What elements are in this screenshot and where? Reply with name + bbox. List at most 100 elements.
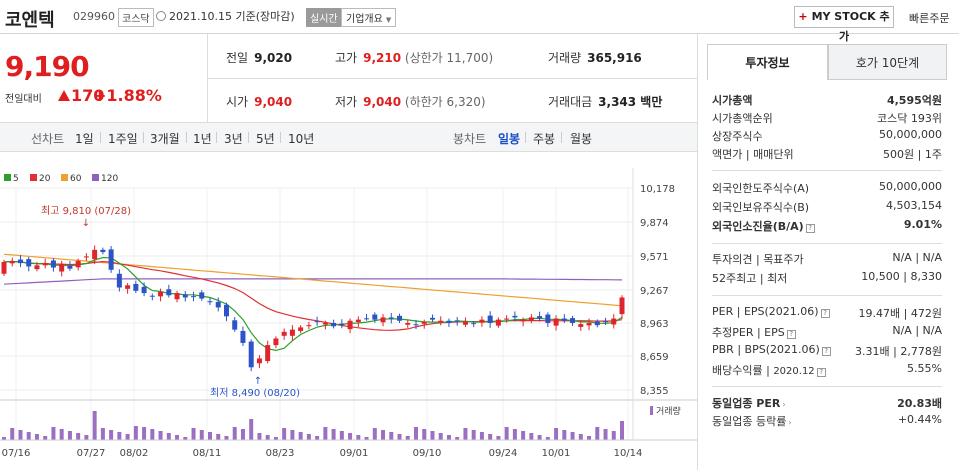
candle-body xyxy=(100,249,106,253)
industry-per-value: 20.83배 xyxy=(897,395,942,411)
volume-bar xyxy=(10,428,15,440)
candle-body xyxy=(17,259,23,264)
help-icon[interactable]: ? xyxy=(805,224,815,233)
help-icon[interactable]: ? xyxy=(821,347,831,356)
base-date-text: 2021.10.15 기준(장마감) xyxy=(169,10,295,23)
volume-bar xyxy=(191,428,196,440)
volume-bar xyxy=(199,430,204,440)
x-tick-label: 08/02 xyxy=(120,448,149,459)
candle-body xyxy=(545,314,551,323)
volume-bar xyxy=(339,431,344,440)
industry-per-row: 동일업종 PER › 20.83배 xyxy=(712,395,942,412)
legend-text: 20 xyxy=(39,174,51,184)
candle-body xyxy=(322,322,328,325)
tab-monthly[interactable]: 월봉 xyxy=(570,132,593,146)
par-label-2: 매매단위 xyxy=(753,148,794,161)
candle-body xyxy=(92,249,98,260)
y-tick-label: 8,355 xyxy=(640,386,669,397)
volume-bar xyxy=(463,428,468,440)
tab-orderbook[interactable]: 호가 10단계 xyxy=(828,44,947,80)
industry-per-label-text: 동일업종 PER xyxy=(712,397,781,410)
divider xyxy=(143,132,144,143)
volume-bar xyxy=(348,433,353,440)
volume-legend-swatch xyxy=(650,406,653,415)
tab-weekly[interactable]: 주봉 xyxy=(533,132,556,146)
volume: 거래량 365,916 xyxy=(548,49,642,66)
tab-1d[interactable]: 1일 xyxy=(75,132,94,146)
upper-limit: (상한가 11,700) xyxy=(404,51,494,65)
volume-bar xyxy=(265,435,270,440)
up-arrow-icon: ↑ xyxy=(254,376,262,387)
high-annotation: 최고 9,810 (07/28) xyxy=(41,205,131,217)
dividend-label-text: 배당수익률 xyxy=(712,364,763,377)
volume-bar xyxy=(315,436,320,440)
legend-text: 60 xyxy=(70,174,82,184)
est-per-value-1: N/A xyxy=(892,324,912,337)
tab-daily[interactable]: 일봉 xyxy=(498,132,521,146)
opinion-label-1: 투자의견 xyxy=(712,253,753,266)
stock-name: 코엔텍 xyxy=(5,10,55,31)
volume-bar xyxy=(405,436,410,440)
industry-rate-label-text: 동일업종 등락률 xyxy=(712,415,787,428)
help-icon[interactable]: ? xyxy=(816,368,826,377)
candle-body xyxy=(397,315,403,321)
price-change: 170 xyxy=(58,86,104,105)
est-per-label-2: EPS xyxy=(764,326,785,339)
tab-5y[interactable]: 5년 xyxy=(256,132,275,146)
open-value: 9,040 xyxy=(254,95,293,109)
volume-bar xyxy=(183,437,188,440)
candle-body xyxy=(355,319,361,323)
pbr-label-2: BPS(2021.06) xyxy=(744,343,820,356)
est-per-row: 추정PER | EPS? N/A | N/A xyxy=(712,324,942,341)
volume-bar xyxy=(389,432,394,440)
volume-bar xyxy=(249,419,254,440)
divider xyxy=(216,132,217,143)
candle-body xyxy=(215,301,221,308)
help-icon[interactable]: ? xyxy=(820,309,830,318)
realtime-button[interactable]: 실시간 xyxy=(306,8,342,27)
volume-bar xyxy=(554,428,559,440)
market-badge: 코스닥 xyxy=(118,8,154,27)
candle-body xyxy=(504,318,510,320)
candle-body xyxy=(314,321,320,323)
volume-bar xyxy=(562,430,567,440)
tab-3y[interactable]: 3년 xyxy=(224,132,243,146)
volume-bar xyxy=(26,432,31,440)
candle-body xyxy=(42,263,48,266)
mystock-add-button[interactable]: + MY STOCK 추가 xyxy=(794,6,894,43)
ma20-line xyxy=(3,260,623,331)
legend-swatch xyxy=(61,174,68,181)
up-triangle-icon xyxy=(58,90,70,101)
volume-bar xyxy=(438,433,443,440)
help-icon[interactable]: ? xyxy=(786,330,796,339)
open-label: 시가 xyxy=(226,95,249,109)
quick-order-link[interactable]: 빠른주문 xyxy=(909,12,950,25)
candle-body xyxy=(339,323,345,326)
tab-1y[interactable]: 1년 xyxy=(193,132,212,146)
week52-label: 52주최고 | 최저 xyxy=(712,272,788,285)
divider xyxy=(561,132,562,143)
tab-10y[interactable]: 10년 xyxy=(288,132,315,146)
candle-body xyxy=(380,317,386,323)
candle-body xyxy=(1,262,7,274)
pbr-row: PBR | BPS(2021.06)? 3.31배 | 2,778원 xyxy=(712,343,942,360)
candle-body xyxy=(158,291,164,297)
current-price: 9,190 xyxy=(5,50,90,83)
company-info-dropdown[interactable]: 기업개요 ▼ xyxy=(341,8,397,27)
price-chart[interactable]: 10,178 9,874 9,571 9,267 8,963 8,659 8,355 07/1… xyxy=(0,168,697,470)
tab-invest-info[interactable]: 투자정보 xyxy=(707,44,828,80)
tab-3m[interactable]: 3개월 xyxy=(150,132,180,146)
candle-body xyxy=(570,318,576,323)
open-price: 시가 9,040 xyxy=(226,93,292,110)
dividend-value: 5.55% xyxy=(907,362,942,375)
volume-bar xyxy=(84,435,89,440)
divider xyxy=(207,78,697,79)
volume-bar xyxy=(529,433,534,440)
candle-body xyxy=(75,260,81,268)
par-value-1: 500원 xyxy=(883,148,915,161)
divider xyxy=(712,295,942,296)
foreign-ratio-value: 9.01% xyxy=(904,218,942,231)
tab-1w[interactable]: 1주일 xyxy=(108,132,138,146)
candle-body xyxy=(116,273,122,288)
volume-bar xyxy=(356,435,361,440)
